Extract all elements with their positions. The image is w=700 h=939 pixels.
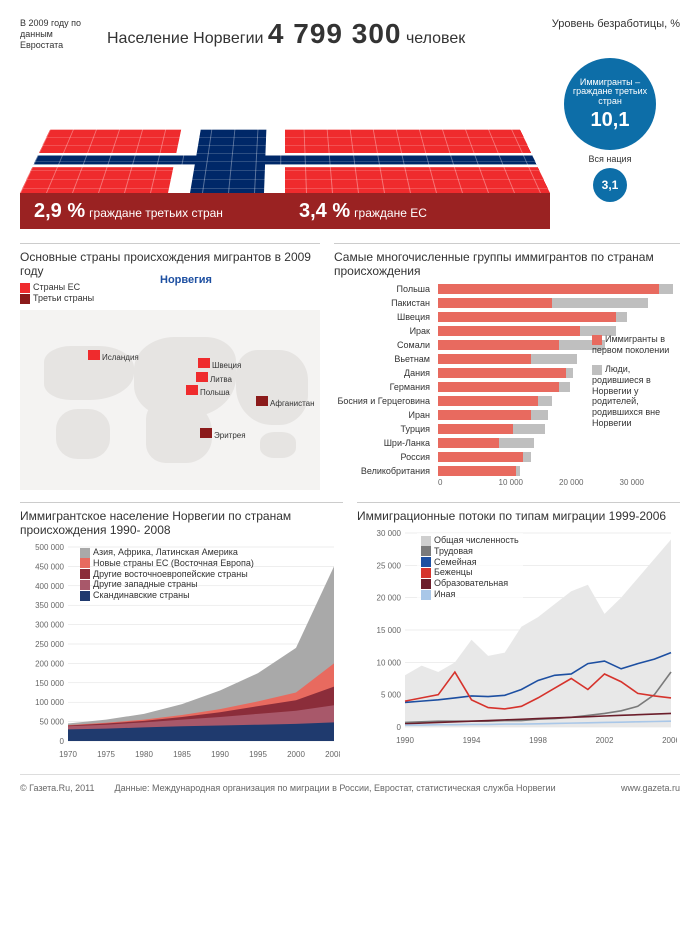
- bubble-nation-label: Вся нация: [589, 154, 632, 164]
- svg-text:200 000: 200 000: [35, 659, 64, 668]
- map-pin: Польша: [186, 385, 230, 397]
- bubble-immigrants: Иммигранты – граждане третьих стран 10,1: [564, 58, 656, 150]
- unemployment-label: Уровень безработицы, %: [552, 18, 680, 30]
- svg-text:30 000: 30 000: [377, 529, 402, 538]
- hbar-row: Великобритания: [334, 464, 680, 478]
- bubble-nation: 3,1: [593, 168, 627, 202]
- map-pin: Исландия: [88, 350, 139, 362]
- svg-text:1985: 1985: [173, 750, 191, 759]
- svg-text:20 000: 20 000: [377, 594, 402, 603]
- svg-text:2000: 2000: [287, 750, 305, 759]
- svg-text:25 000: 25 000: [377, 561, 402, 570]
- svg-text:1975: 1975: [97, 750, 115, 759]
- map-pin: Литва: [196, 372, 232, 384]
- svg-text:10 000: 10 000: [377, 658, 402, 667]
- svg-text:1990: 1990: [211, 750, 229, 759]
- footer-url: www.gazeta.ru: [621, 783, 680, 793]
- svg-text:15 000: 15 000: [377, 626, 402, 635]
- hbar-legend: Иммигранты в первом поколении Люди, роди…: [592, 334, 682, 428]
- hbar-title: Самые многочисленные группы иммигрантов …: [334, 250, 680, 278]
- svg-text:2006: 2006: [662, 736, 677, 745]
- footer-copyright: © Газета.Ru, 2011: [20, 783, 95, 793]
- svg-text:1990: 1990: [396, 736, 414, 745]
- world-map: Исландия Швеция ЛитваПольша Афганистан Эритр…: [20, 310, 320, 490]
- svg-text:1980: 1980: [135, 750, 153, 759]
- svg-text:1995: 1995: [249, 750, 267, 759]
- svg-text:50 000: 50 000: [40, 718, 65, 727]
- flag-right-stat: 3,4 %граждане ЕС: [285, 200, 550, 223]
- svg-text:500 000: 500 000: [35, 543, 64, 552]
- page-title: Население Норвегии 4 799 300 человек: [107, 18, 465, 50]
- hbar-row: Польша: [334, 282, 680, 296]
- footer-source: Данные: Международная организация по миг…: [115, 783, 601, 793]
- map-pin: Афганистан: [256, 396, 315, 408]
- area-title: Иммигрантское население Норвегии по стра…: [20, 509, 343, 537]
- area-legend: Азия, Африка, Латинская АмерикаНовые стр…: [80, 547, 254, 601]
- svg-text:2008: 2008: [325, 750, 340, 759]
- flag-chart: 2,9 %граждане третьих стран 3,4 %граждан…: [20, 58, 550, 229]
- svg-text:100 000: 100 000: [35, 698, 64, 707]
- svg-text:400 000: 400 000: [35, 582, 64, 591]
- map-pin: Эритрея: [200, 428, 246, 440]
- norway-label: Норвегия: [160, 274, 212, 286]
- flag-left-stat: 2,9 %граждане третьих стран: [20, 200, 285, 223]
- line-legend: Общая численностьТрудоваяСемейнаяБеженцы…: [417, 533, 523, 602]
- svg-text:1970: 1970: [59, 750, 77, 759]
- svg-text:450 000: 450 000: [35, 562, 64, 571]
- hbar-row: Шри-Ланка: [334, 436, 680, 450]
- hbar-row: Пакистан: [334, 296, 680, 310]
- svg-text:300 000: 300 000: [35, 621, 64, 630]
- hbar-row: Россия: [334, 450, 680, 464]
- lines-title: Иммиграционные потоки по типам миграции …: [357, 509, 680, 523]
- map-pin: Швеция: [198, 358, 241, 370]
- svg-text:150 000: 150 000: [35, 679, 64, 688]
- svg-text:0: 0: [60, 737, 65, 746]
- hbar-row: Швеция: [334, 310, 680, 324]
- svg-text:0: 0: [397, 723, 402, 732]
- svg-text:1994: 1994: [463, 736, 481, 745]
- source-note: В 2009 году по данным Евростата: [20, 18, 95, 50]
- svg-text:1998: 1998: [529, 736, 547, 745]
- svg-text:5 000: 5 000: [381, 691, 402, 700]
- svg-text:250 000: 250 000: [35, 640, 64, 649]
- svg-text:2002: 2002: [596, 736, 614, 745]
- svg-text:350 000: 350 000: [35, 601, 64, 610]
